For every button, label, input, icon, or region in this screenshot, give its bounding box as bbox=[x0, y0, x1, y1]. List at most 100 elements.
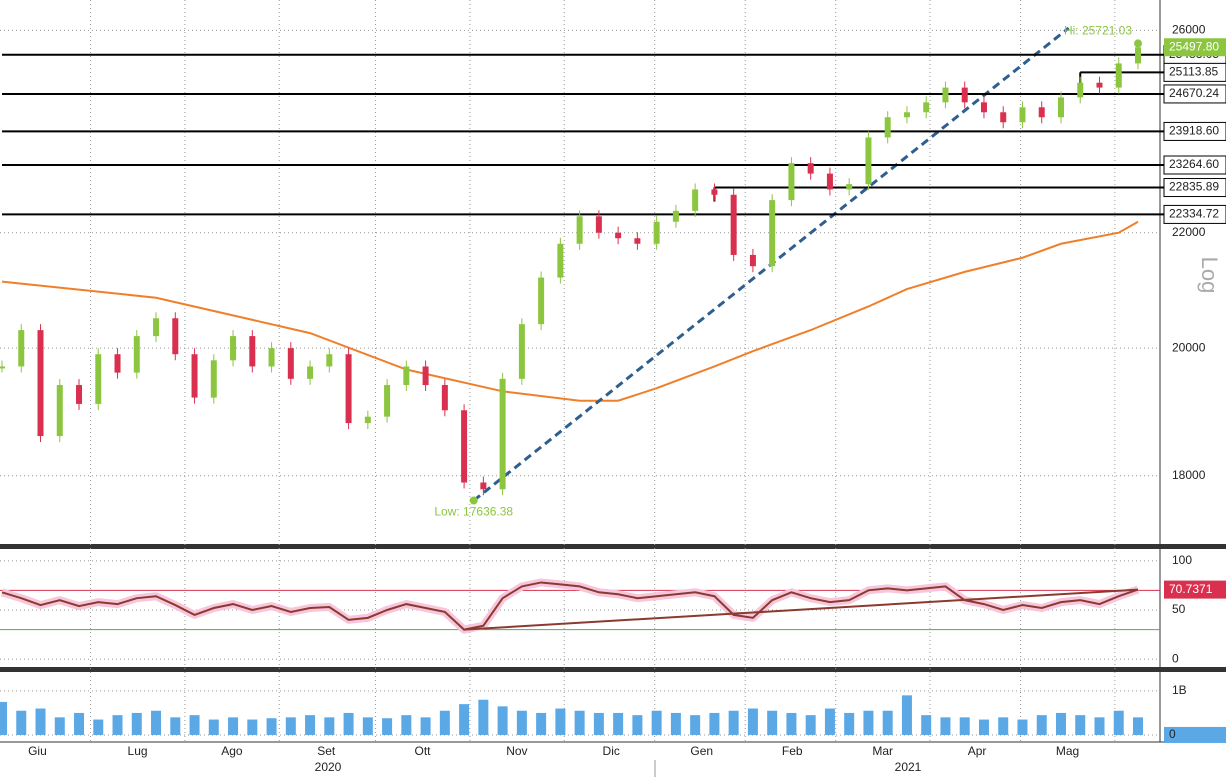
candle bbox=[1096, 82, 1103, 88]
volume-bar bbox=[747, 708, 758, 735]
candle bbox=[37, 330, 44, 437]
candle bbox=[980, 102, 987, 113]
candle bbox=[95, 354, 102, 404]
volume-bar bbox=[574, 710, 585, 735]
candle bbox=[345, 354, 352, 424]
high-marker bbox=[1134, 39, 1142, 48]
level-box bbox=[1163, 121, 1226, 141]
x-tick-label: Lug bbox=[128, 744, 148, 758]
volume-bar bbox=[978, 719, 989, 735]
candle bbox=[653, 221, 660, 244]
volume-bar bbox=[728, 710, 739, 735]
candle bbox=[903, 112, 910, 118]
candle bbox=[480, 482, 487, 490]
volume-bar bbox=[555, 708, 566, 735]
year-label: 2020 bbox=[315, 760, 342, 774]
x-tick-label: Ago bbox=[221, 744, 243, 758]
y-tick-label: 100 bbox=[1172, 553, 1192, 567]
volume-bar bbox=[266, 718, 277, 735]
x-tick-label: Mar bbox=[872, 744, 893, 758]
candle bbox=[461, 410, 468, 483]
candle bbox=[788, 163, 795, 201]
candle bbox=[672, 210, 679, 222]
candle bbox=[711, 189, 718, 195]
volume-bar bbox=[516, 710, 527, 735]
candle bbox=[826, 173, 833, 190]
candle bbox=[403, 366, 410, 386]
volume-bar bbox=[343, 712, 354, 735]
volume-bar bbox=[1094, 717, 1105, 735]
level-box bbox=[1163, 155, 1226, 175]
volume-bar bbox=[305, 715, 316, 735]
volume-bar bbox=[824, 708, 835, 735]
level-label: 25113.85 bbox=[1169, 65, 1218, 79]
candle bbox=[961, 87, 968, 103]
candle bbox=[499, 378, 506, 490]
candle bbox=[846, 184, 853, 190]
panel-divider bbox=[0, 544, 1226, 549]
candle bbox=[230, 336, 237, 361]
volume-bar bbox=[882, 710, 893, 735]
x-tick-label: Mag bbox=[1056, 744, 1079, 758]
candle bbox=[153, 318, 160, 337]
volume-bar bbox=[439, 710, 450, 735]
volume-bar bbox=[921, 715, 932, 735]
scale-label: Log bbox=[1197, 257, 1222, 294]
rsi-line bbox=[1, 581, 1139, 631]
candle bbox=[76, 385, 83, 404]
volume-bar bbox=[247, 719, 258, 735]
volume-bar bbox=[805, 715, 816, 735]
volume-bar bbox=[844, 712, 855, 735]
level-label: 22835.89 bbox=[1169, 180, 1219, 194]
candle bbox=[1000, 112, 1007, 123]
level-box bbox=[1163, 84, 1226, 104]
volume-bar bbox=[613, 712, 624, 735]
volume-bar bbox=[151, 710, 162, 735]
candle bbox=[1135, 47, 1141, 64]
volume-bar bbox=[228, 717, 239, 735]
last-price-label: 25497.80 bbox=[1169, 39, 1219, 53]
rsi-support bbox=[464, 588, 1139, 631]
candle bbox=[191, 354, 198, 398]
candle bbox=[692, 189, 699, 211]
y-tick-label: 18000 bbox=[1172, 468, 1206, 482]
volume-bar bbox=[786, 712, 797, 735]
volume-bar bbox=[112, 715, 123, 735]
volume-bar bbox=[208, 719, 219, 735]
year-label: 2021 bbox=[895, 760, 922, 774]
volume-bar bbox=[690, 715, 701, 735]
candle bbox=[923, 102, 930, 113]
candle bbox=[769, 200, 776, 267]
candle bbox=[576, 216, 583, 244]
high-label: Hi: 25721.03 bbox=[1064, 24, 1132, 38]
level-label: 22334.72 bbox=[1169, 207, 1219, 221]
volume-bar bbox=[478, 699, 489, 735]
candle bbox=[441, 385, 448, 411]
volume-last-box bbox=[1164, 726, 1226, 743]
volume-bar bbox=[1133, 717, 1143, 735]
volume-bar bbox=[170, 717, 181, 735]
volume-bar bbox=[93, 719, 104, 735]
volume-bar bbox=[1036, 715, 1047, 735]
volume-bar bbox=[382, 718, 393, 735]
volume-bar bbox=[16, 710, 27, 735]
candle bbox=[1057, 97, 1064, 118]
volume-bar bbox=[670, 712, 681, 735]
candle bbox=[268, 348, 275, 367]
x-tick-label: Dic bbox=[603, 744, 620, 758]
volume-bar bbox=[362, 717, 373, 735]
x-tick-label: Ott bbox=[415, 744, 432, 758]
volume-bar bbox=[767, 710, 778, 735]
volume-bar bbox=[420, 717, 431, 735]
moving-average bbox=[1, 220, 1139, 402]
candle bbox=[56, 385, 63, 437]
volume-bar bbox=[651, 710, 662, 735]
y-tick-label: 26000 bbox=[1172, 23, 1206, 37]
volume-bar bbox=[285, 717, 296, 735]
volume-bar bbox=[1113, 710, 1124, 735]
candle bbox=[384, 385, 391, 417]
volume-bar bbox=[1075, 715, 1086, 735]
candle bbox=[0, 366, 5, 369]
